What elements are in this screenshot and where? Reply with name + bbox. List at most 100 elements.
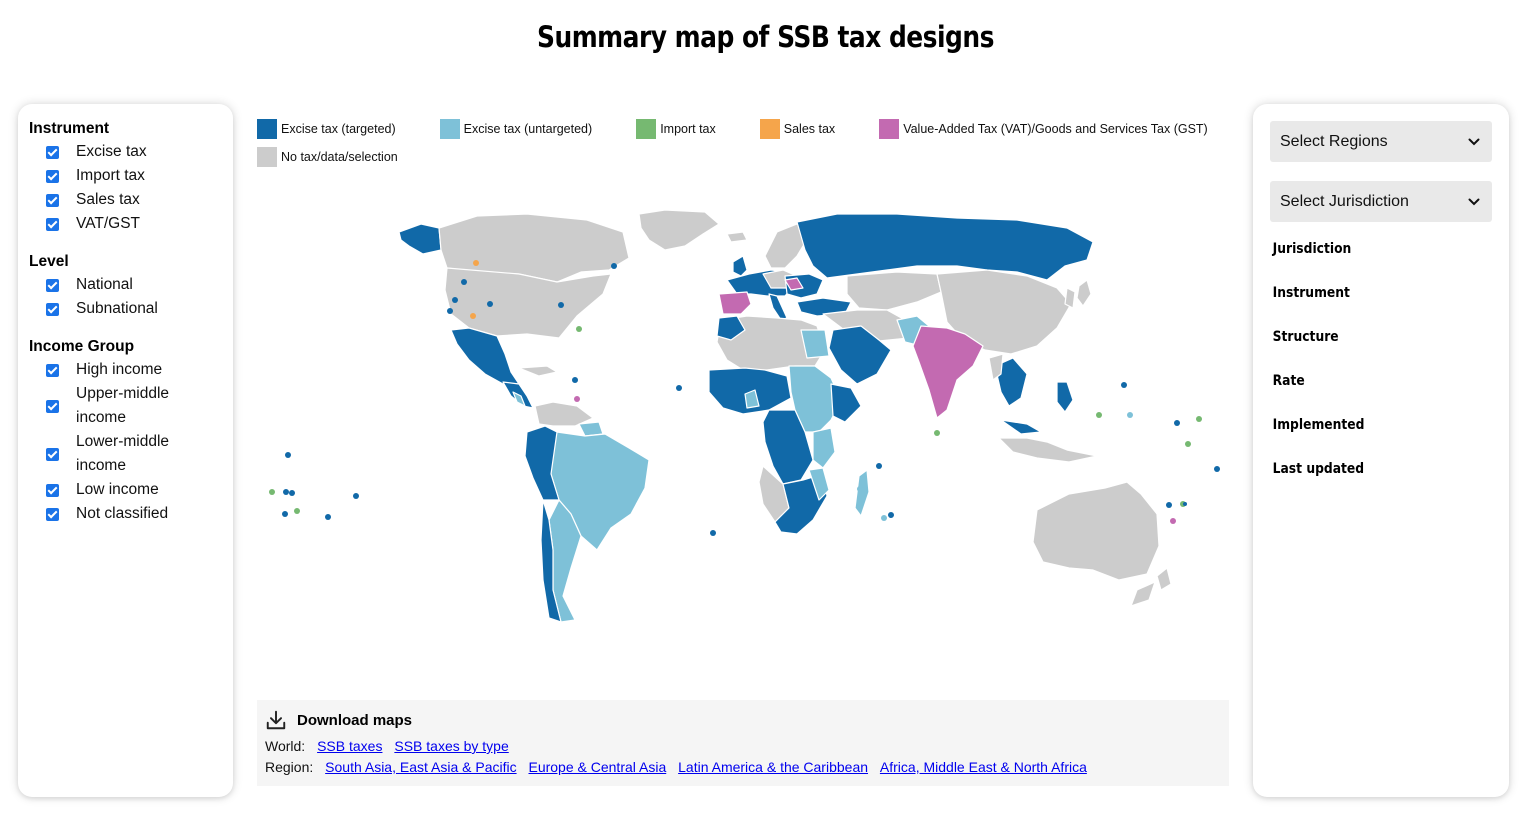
map-marker[interactable]: [285, 452, 291, 458]
map-marker[interactable]: [1127, 412, 1133, 418]
filter-option[interactable]: Subnational: [29, 297, 233, 321]
filter-option[interactable]: Upper-middle income: [29, 382, 233, 430]
legend-item[interactable]: Excise tax (targeted): [257, 119, 396, 139]
map-region[interactable]: [846, 271, 942, 311]
checkbox[interactable]: [46, 278, 59, 292]
map-region[interactable]: [828, 325, 892, 385]
map-marker[interactable]: [710, 530, 716, 536]
map-marker[interactable]: [452, 297, 458, 303]
map-region[interactable]: [718, 291, 752, 315]
checkbox[interactable]: [46, 483, 59, 497]
world-map[interactable]: [257, 170, 1229, 698]
checkbox[interactable]: [46, 507, 59, 521]
map-marker[interactable]: [470, 313, 476, 319]
map-marker[interactable]: [447, 308, 453, 314]
map-marker[interactable]: [1214, 466, 1220, 472]
map-region[interactable]: [744, 389, 760, 409]
map-region[interactable]: [788, 365, 842, 433]
checkbox[interactable]: [46, 363, 59, 377]
map-marker[interactable]: [473, 260, 479, 266]
download-link[interactable]: Africa, Middle East & North Africa: [879, 759, 1087, 775]
map-region[interactable]: [398, 223, 442, 255]
map-marker[interactable]: [1185, 441, 1191, 447]
filter-option[interactable]: Import tax: [29, 164, 233, 188]
map-region[interactable]: [854, 469, 870, 517]
filter-option[interactable]: National: [29, 273, 233, 297]
map-region[interactable]: [912, 325, 984, 419]
map-region[interactable]: [578, 421, 604, 437]
checkbox[interactable]: [46, 447, 59, 461]
map-region[interactable]: [830, 383, 862, 423]
map-region[interactable]: [1130, 581, 1156, 607]
map-region[interactable]: [708, 367, 792, 415]
map-region[interactable]: [1076, 279, 1092, 307]
map-region[interactable]: [936, 269, 1072, 355]
map-region[interactable]: [808, 467, 830, 501]
map-marker[interactable]: [487, 301, 493, 307]
map-marker[interactable]: [1170, 518, 1176, 524]
legend-item[interactable]: Sales tax: [759, 119, 835, 139]
map-marker[interactable]: [676, 385, 682, 391]
map-marker[interactable]: [857, 486, 863, 492]
checkbox[interactable]: [46, 302, 59, 316]
map-region[interactable]: [800, 329, 830, 359]
map-marker[interactable]: [572, 377, 578, 383]
map-region[interactable]: [732, 255, 748, 277]
map-marker[interactable]: [1174, 420, 1180, 426]
download-link[interactable]: South Asia, East Asia & Pacific: [325, 759, 517, 775]
download-link[interactable]: Europe & Central Asia: [528, 759, 667, 775]
select-jurisdiction-dropdown[interactable]: Select Jurisdiction: [1270, 181, 1492, 222]
download-link[interactable]: SSB taxes: [317, 738, 383, 754]
map-region[interactable]: [1064, 287, 1076, 309]
filter-option[interactable]: Excise tax: [29, 140, 233, 164]
map-marker[interactable]: [461, 279, 467, 285]
map-region[interactable]: [994, 357, 1028, 407]
map-marker[interactable]: [1166, 502, 1172, 508]
map-marker[interactable]: [1096, 412, 1102, 418]
map-marker[interactable]: [888, 512, 894, 518]
map-marker[interactable]: [1121, 382, 1127, 388]
map-region[interactable]: [998, 437, 1098, 463]
map-region[interactable]: [1032, 481, 1160, 581]
map-region[interactable]: [1000, 419, 1042, 435]
map-region[interactable]: [450, 327, 520, 385]
map-marker[interactable]: [558, 302, 564, 308]
map-marker[interactable]: [294, 508, 300, 514]
filter-option[interactable]: High income: [29, 358, 233, 382]
map-region[interactable]: [444, 267, 612, 339]
checkbox[interactable]: [46, 193, 59, 207]
filter-option[interactable]: Not classified: [29, 502, 233, 526]
map-marker[interactable]: [881, 515, 887, 521]
map-region[interactable]: [1056, 381, 1074, 413]
map-region[interactable]: [518, 365, 558, 377]
download-link[interactable]: Latin America & the Caribbean: [678, 759, 869, 775]
map-region[interactable]: [764, 223, 810, 269]
map-region[interactable]: [638, 209, 720, 251]
map-region[interactable]: [716, 315, 746, 341]
map-marker[interactable]: [574, 396, 580, 402]
filter-option[interactable]: Low income: [29, 478, 233, 502]
map-region[interactable]: [512, 391, 526, 407]
map-marker[interactable]: [289, 490, 295, 496]
download-link[interactable]: SSB taxes by type: [394, 738, 509, 754]
map-region[interactable]: [784, 277, 804, 291]
filter-option[interactable]: Lower-middle income: [29, 430, 233, 478]
legend-item[interactable]: Excise tax (untargeted): [439, 119, 592, 139]
checkbox[interactable]: [46, 169, 59, 183]
map-region[interactable]: [768, 293, 788, 321]
map-marker[interactable]: [283, 489, 289, 495]
checkbox[interactable]: [46, 217, 59, 231]
map-marker[interactable]: [269, 489, 275, 495]
map-marker[interactable]: [934, 430, 940, 436]
map-marker[interactable]: [1196, 416, 1202, 422]
map-marker[interactable]: [325, 514, 331, 520]
legend-item[interactable]: Import tax: [636, 119, 716, 139]
map-region[interactable]: [534, 401, 594, 427]
map-marker[interactable]: [611, 263, 617, 269]
legend-item[interactable]: No tax/data/selection: [257, 147, 398, 167]
map-region[interactable]: [540, 499, 562, 623]
legend-item[interactable]: Value-Added Tax (VAT)/Goods and Services…: [879, 119, 1208, 139]
map-region[interactable]: [988, 353, 1004, 381]
map-region[interactable]: [1156, 567, 1172, 591]
checkbox[interactable]: [46, 145, 59, 159]
